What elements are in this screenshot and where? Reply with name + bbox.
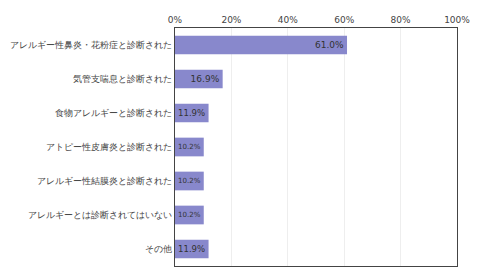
- svg-text:食物アレルギーと診断された: 食物アレルギーと診断された: [55, 108, 172, 118]
- svg-text:40%: 40%: [278, 15, 298, 25]
- svg-text:16.9%: 16.9%: [191, 74, 220, 84]
- svg-text:20%: 20%: [221, 15, 241, 25]
- svg-text:11.9%: 11.9%: [178, 244, 205, 254]
- svg-text:アレルギー性鼻炎・花粉症と診断された: アレルギー性鼻炎・花粉症と診断された: [10, 40, 172, 50]
- svg-text:アトピー性皮膚炎と診断された: アトピー性皮膚炎と診断された: [46, 142, 172, 152]
- svg-text:80%: 80%: [391, 15, 411, 25]
- svg-text:10.2%: 10.2%: [178, 142, 201, 151]
- svg-text:アレルギー性結膜炎と診断された: アレルギー性結膜炎と診断された: [37, 176, 172, 186]
- svg-text:その他: その他: [145, 244, 172, 254]
- svg-text:10.2%: 10.2%: [178, 176, 201, 185]
- svg-text:61.0%: 61.0%: [315, 40, 344, 50]
- svg-text:0%: 0%: [168, 15, 183, 25]
- svg-text:10.2%: 10.2%: [178, 210, 201, 219]
- svg-text:60%: 60%: [334, 15, 354, 25]
- svg-text:100%: 100%: [444, 15, 470, 25]
- svg-text:アレルギーとは診断されてはいない: アレルギーとは診断されてはいない: [28, 210, 172, 220]
- svg-text:11.9%: 11.9%: [178, 108, 205, 118]
- svg-text:気管支喘息と診断された: 気管支喘息と診断された: [73, 74, 172, 84]
